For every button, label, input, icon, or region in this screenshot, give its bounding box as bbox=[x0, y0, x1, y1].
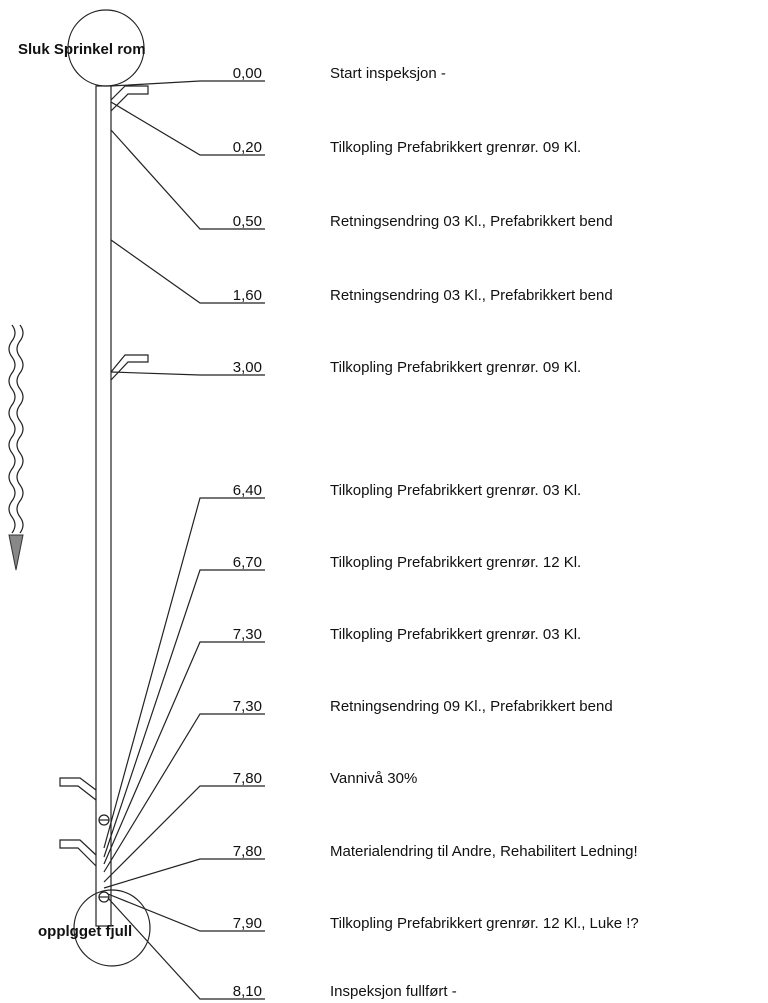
distance: 3,00 bbox=[233, 359, 262, 376]
leader-line bbox=[103, 858, 265, 889]
description: Retningsendring 03 Kl., Prefabrikkert be… bbox=[330, 213, 613, 230]
distance: 7,80 bbox=[233, 770, 262, 787]
distance: 0,00 bbox=[233, 65, 262, 82]
description: Tilkopling Prefabrikkert grenrør. 09 Kl. bbox=[330, 139, 581, 156]
end-node bbox=[73, 889, 151, 967]
distance: 6,70 bbox=[233, 554, 262, 571]
leader-line bbox=[110, 129, 265, 230]
description: Tilkopling Prefabrikkert grenrør. 12 Kl. bbox=[330, 554, 581, 571]
description: Tilkopling Prefabrikkert grenrør. 12 Kl.… bbox=[330, 915, 639, 932]
distance: 0,20 bbox=[233, 139, 262, 156]
description: Vannivå 30% bbox=[330, 770, 417, 787]
description: Tilkopling Prefabrikkert grenrør. 03 Kl. bbox=[330, 482, 581, 499]
bottom-label: opplgget fjull bbox=[38, 923, 132, 940]
leader-line bbox=[110, 80, 265, 87]
leader-line bbox=[107, 893, 265, 932]
distance: 7,80 bbox=[233, 843, 262, 860]
leader-line bbox=[110, 371, 265, 376]
leader-line bbox=[103, 785, 265, 883]
leader-line bbox=[103, 569, 265, 858]
leader-line bbox=[103, 497, 265, 849]
description: Tilkopling Prefabrikkert grenrør. 09 Kl. bbox=[330, 359, 581, 376]
top-label: Sluk Sprinkel rom bbox=[18, 41, 146, 58]
leader-line bbox=[107, 897, 265, 1000]
leader-line bbox=[103, 713, 265, 873]
distance: 0,50 bbox=[233, 213, 262, 230]
flow-arrow bbox=[8, 324, 24, 571]
description: Inspeksjon fullført - bbox=[330, 983, 457, 1000]
pipe bbox=[95, 85, 112, 927]
branch-stubs bbox=[59, 85, 149, 903]
description: Tilkopling Prefabrikkert grenrør. 03 Kl. bbox=[330, 626, 581, 643]
description: Retningsendring 09 Kl., Prefabrikkert be… bbox=[330, 698, 613, 715]
distance: 7,30 bbox=[233, 698, 262, 715]
description: Retningsendring 03 Kl., Prefabrikkert be… bbox=[330, 287, 613, 304]
distance: 7,30 bbox=[233, 626, 262, 643]
leader-line bbox=[103, 641, 265, 865]
leader-line bbox=[110, 101, 265, 156]
distance: 1,60 bbox=[233, 287, 262, 304]
distance: 8,10 bbox=[233, 983, 262, 1000]
leader-line bbox=[110, 239, 265, 304]
description: Start inspeksjon - bbox=[330, 65, 446, 82]
distance: 6,40 bbox=[233, 482, 262, 499]
description: Materialendring til Andre, Rehabilitert … bbox=[330, 843, 638, 860]
distance: 7,90 bbox=[233, 915, 262, 932]
